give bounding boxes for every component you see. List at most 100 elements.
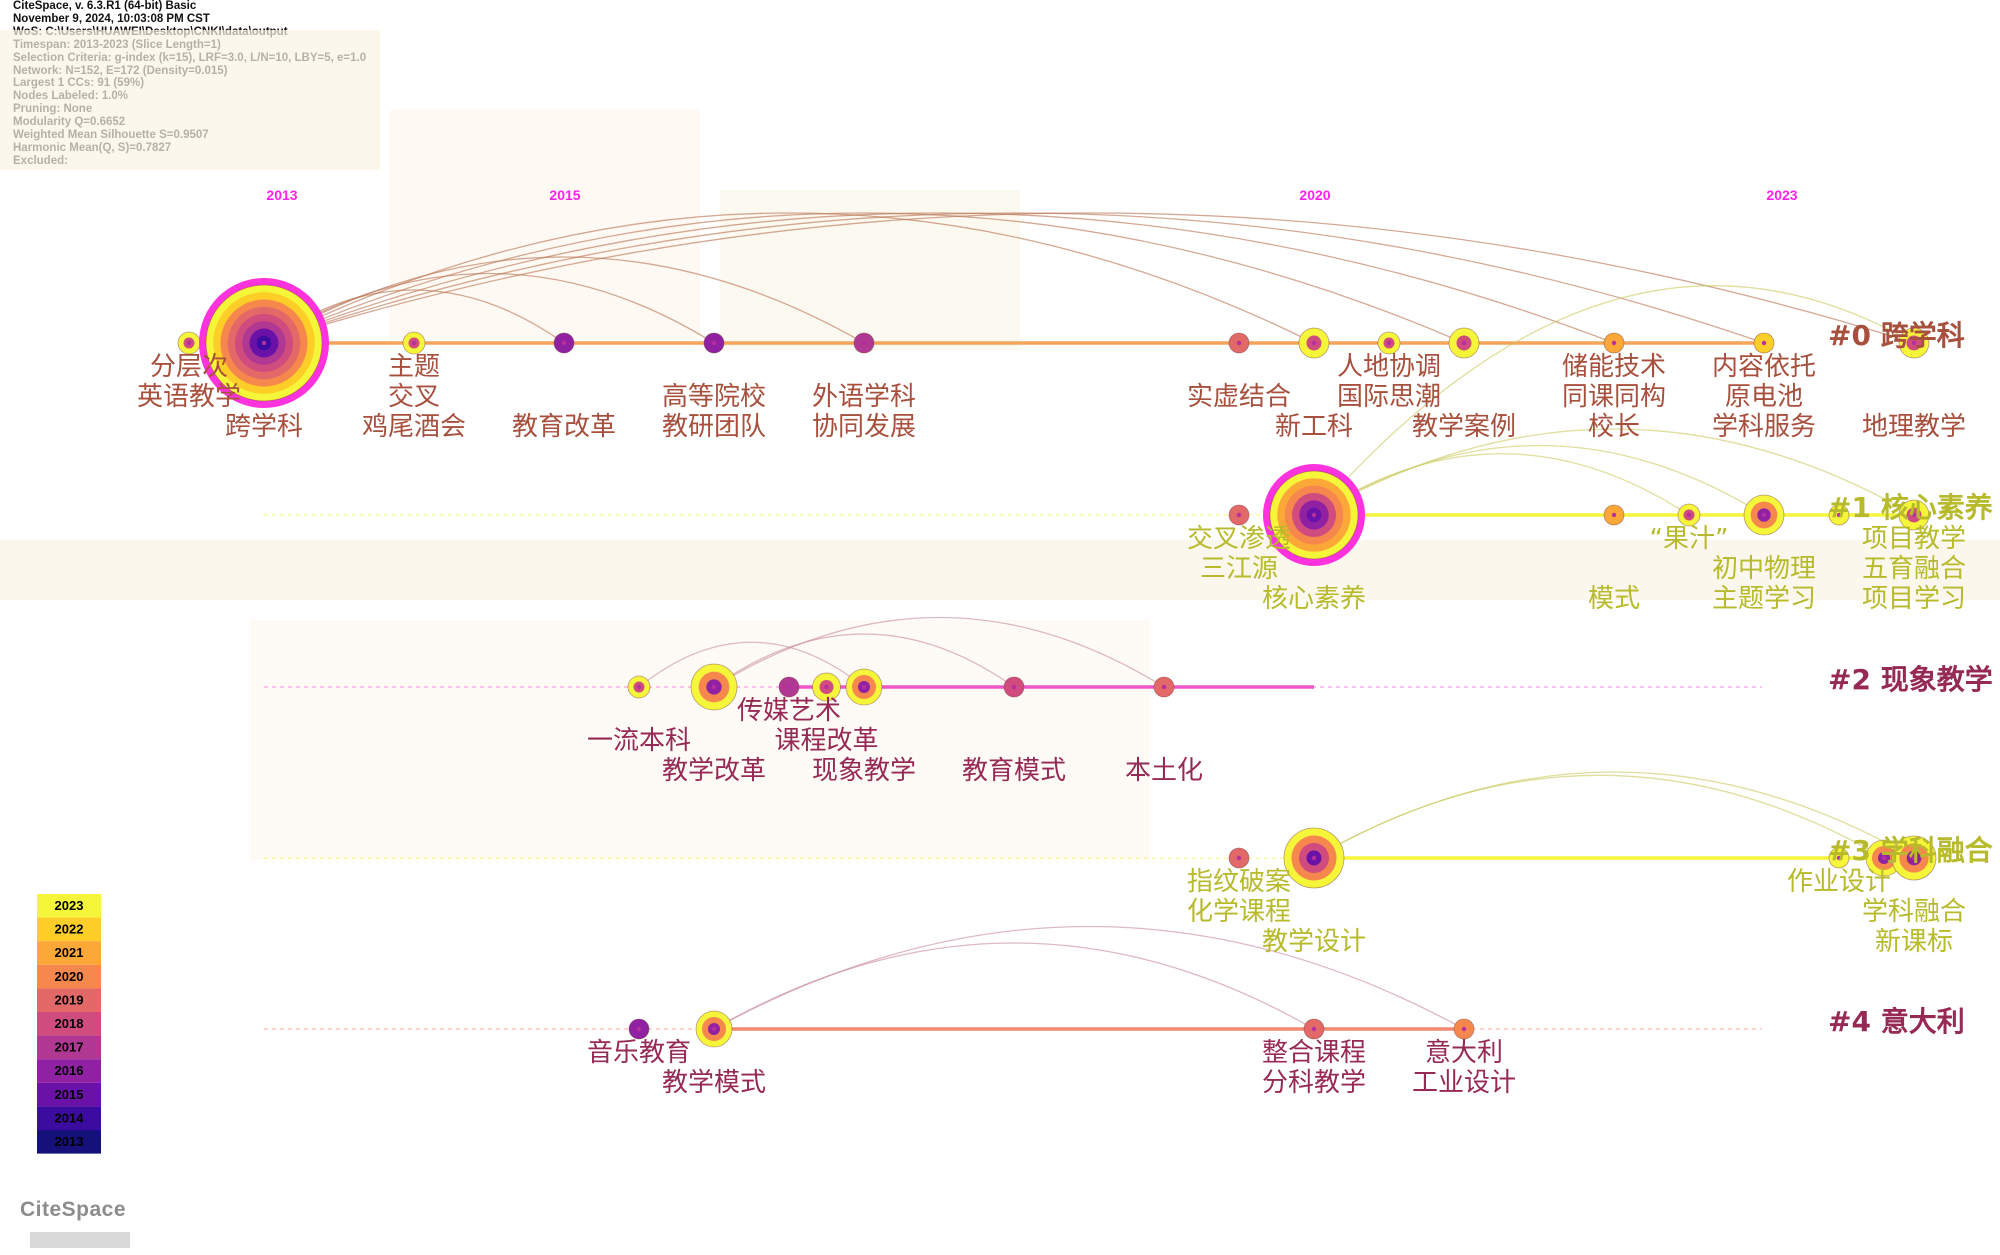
link-arc <box>263 212 1315 344</box>
keyword-label: 指纹破案 <box>1187 867 1291 897</box>
link-arc <box>263 212 1615 344</box>
node-center <box>711 684 717 690</box>
keyword-node[interactable] <box>1377 331 1401 355</box>
node-center <box>1911 340 1917 346</box>
keyword-label: 教学案例 <box>1412 412 1516 442</box>
keyword-label: 教学改革 <box>662 756 766 786</box>
keyword-label: 项目教学 <box>1862 524 1966 554</box>
keyword-node[interactable] <box>1263 464 1365 566</box>
keyword-node[interactable] <box>627 675 651 699</box>
legend-year: 2023 <box>55 898 84 913</box>
keyword-node[interactable] <box>1453 1018 1475 1040</box>
keyword-label: 核心素养 <box>1262 584 1366 614</box>
keyword-label: 实虚结合 <box>1187 382 1291 412</box>
year-label: 2020 <box>1299 187 1330 203</box>
keyword-node[interactable] <box>199 278 329 408</box>
link-arc <box>263 212 1915 344</box>
keyword-node[interactable] <box>1891 835 1937 881</box>
keyword-node[interactable] <box>1898 327 1930 359</box>
keyword-node[interactable] <box>1298 327 1330 359</box>
keyword-node[interactable] <box>628 1018 650 1040</box>
node-center <box>861 684 867 690</box>
node-center <box>1311 512 1317 518</box>
keyword-label: 分科教学 <box>1262 1068 1366 1098</box>
keyword-node[interactable] <box>845 668 883 706</box>
legend-item: 2020 <box>37 964 101 989</box>
keyword-node[interactable] <box>1283 827 1345 889</box>
background-patch <box>0 540 2000 600</box>
node-center <box>824 684 829 690</box>
keyword-node[interactable] <box>1743 494 1785 536</box>
keyword-label: 协同发展 <box>812 412 916 442</box>
legend-swatch <box>37 1035 101 1060</box>
node-center <box>1611 512 1617 518</box>
keyword-node[interactable] <box>177 331 201 355</box>
background-patch <box>390 110 700 340</box>
legend-item: 2013 <box>37 1130 101 1154</box>
node-center <box>1881 855 1887 861</box>
legend-item: 2015 <box>37 1082 101 1107</box>
keyword-label: 工业设计 <box>1412 1068 1516 1098</box>
link-arc <box>1313 453 1690 516</box>
keyword-node[interactable] <box>1828 504 1850 526</box>
keyword-label: 新课标 <box>1875 927 1953 957</box>
keyword-node[interactable] <box>695 1010 733 1048</box>
keyword-node[interactable] <box>1753 332 1775 354</box>
keyword-label: 国际思潮 <box>1337 382 1441 412</box>
link-arc <box>1313 285 1915 516</box>
keyword-node[interactable] <box>812 672 841 702</box>
keyword-node[interactable] <box>690 663 738 711</box>
node-center <box>1836 512 1842 518</box>
keyword-node[interactable] <box>1603 332 1625 354</box>
legend-year: 2013 <box>55 1134 84 1149</box>
keyword-node[interactable] <box>1828 847 1850 869</box>
node-center <box>636 1026 642 1032</box>
keyword-label: 学科融合 <box>1862 897 1966 927</box>
keyword-node[interactable] <box>1303 1018 1325 1040</box>
keyword-node[interactable] <box>402 331 426 355</box>
keyword-node[interactable] <box>1603 504 1625 526</box>
keyword-label: 鸡尾酒会 <box>362 412 466 442</box>
keyword-node[interactable] <box>1228 504 1250 526</box>
keyword-node[interactable] <box>1228 332 1250 354</box>
keyword-node[interactable] <box>1228 847 1250 869</box>
keyword-node[interactable] <box>853 332 875 354</box>
keyword-label: 整合课程 <box>1262 1038 1366 1068</box>
background-patch <box>0 30 380 170</box>
node-center <box>411 340 417 346</box>
link-arc <box>713 616 1165 688</box>
year-label: 2023 <box>1766 187 1797 203</box>
keyword-label: 交叉渗透 <box>1187 524 1291 554</box>
keyword-node[interactable] <box>1003 676 1025 698</box>
keyword-node[interactable] <box>553 332 575 354</box>
keyword-node[interactable] <box>778 676 800 698</box>
keyword-node[interactable] <box>1898 499 1930 531</box>
node-center <box>1011 684 1017 690</box>
node-center <box>1236 855 1242 861</box>
keyword-label: 教学设计 <box>1262 927 1366 957</box>
link-arc <box>263 212 1465 344</box>
link-arc <box>263 212 1765 344</box>
node-center <box>1236 512 1242 518</box>
co-occurrence-links <box>263 212 1915 1030</box>
keyword-label: 同课同构 <box>1562 382 1666 412</box>
legend-swatch <box>37 1130 101 1154</box>
keyword-label: 三江源 <box>1200 554 1278 584</box>
keyword-node[interactable] <box>1677 503 1701 527</box>
link-arc <box>638 641 865 688</box>
keyword-node[interactable] <box>703 332 725 354</box>
keyword-label: 高等院校 <box>662 382 766 412</box>
year-legend: 2023 2022 2021 2020 2019 2018 2017 2016 2015 2014… <box>30 894 130 1248</box>
keyword-node[interactable] <box>1153 676 1175 698</box>
meta-line: November 9, 2024, 10:03:08 PM CST <box>13 12 210 25</box>
keyword-node[interactable] <box>1865 839 1903 877</box>
keyword-label: 化学课程 <box>1187 897 1291 927</box>
keyword-label: 一流本科 <box>587 726 691 756</box>
keyword-label: 主题 <box>388 352 440 382</box>
background-patch <box>250 620 1150 860</box>
legend-year: 2020 <box>55 969 84 984</box>
keyword-node[interactable] <box>1448 327 1480 359</box>
keyword-label: 项目学习 <box>1862 584 1966 614</box>
